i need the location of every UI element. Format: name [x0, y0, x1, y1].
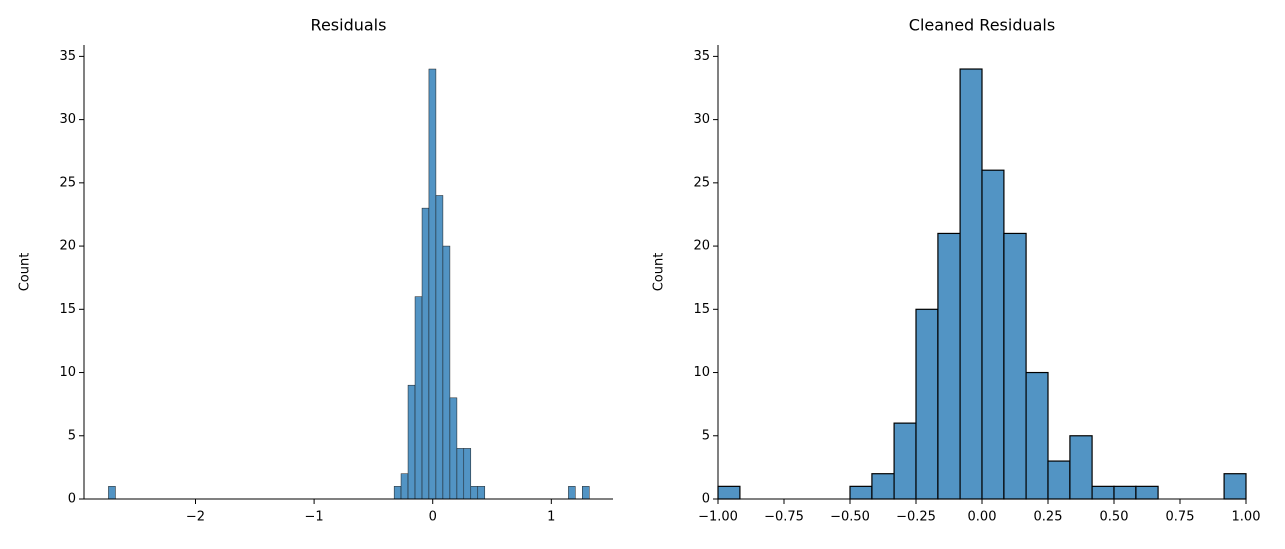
x-tick-label: 1 [547, 510, 555, 525]
bar [407, 384, 416, 500]
bar [428, 68, 437, 500]
y-tick-label: 0 [68, 492, 76, 507]
x-tick-label: −2 [186, 510, 205, 525]
y-tick-label: 35 [59, 49, 76, 64]
x-tick-label: 0.50 [1100, 510, 1129, 525]
bar [442, 245, 451, 500]
chart-title: Cleaned Residuals [909, 16, 1055, 35]
chart-title: Residuals [311, 16, 387, 35]
y-axis-label: Count [18, 253, 33, 292]
bar [1113, 485, 1137, 500]
x-tick-label: 0.75 [1166, 510, 1195, 525]
bar [1069, 435, 1093, 500]
bar [477, 486, 486, 500]
bar [108, 486, 116, 500]
y-tick-label: 0 [702, 492, 710, 507]
bar [893, 422, 917, 500]
x-tick-label: −1 [305, 510, 324, 525]
y-tick-label: 35 [693, 49, 710, 64]
bar [915, 308, 939, 500]
bar [937, 232, 961, 500]
y-tick-label: 30 [59, 112, 76, 127]
y-tick-label: 10 [693, 365, 710, 380]
x-tick-label: −0.25 [896, 510, 936, 525]
y-tick-label: 25 [693, 175, 710, 190]
y-tick-label: 15 [693, 302, 710, 317]
y-tick-label: 5 [702, 428, 710, 443]
bar [463, 448, 472, 500]
y-tick-label: 25 [59, 175, 76, 190]
y-tick-label: 10 [59, 365, 76, 380]
x-tick-label: 0 [429, 510, 437, 525]
y-axis-label: Count [652, 253, 667, 292]
y-tick-label: 30 [693, 112, 710, 127]
bar [959, 68, 983, 500]
x-tick-label: 0.00 [968, 510, 997, 525]
bar [1047, 460, 1071, 500]
bar [582, 486, 590, 500]
bar [1025, 371, 1049, 500]
bar [435, 195, 444, 500]
x-tick-label: −1.00 [698, 510, 738, 525]
x-tick-label: −0.50 [830, 510, 870, 525]
bar [421, 207, 430, 500]
x-tick-label: 1.00 [1232, 510, 1261, 525]
bar [849, 485, 873, 500]
bar [981, 169, 1005, 500]
bar [414, 296, 423, 500]
y-tick-label: 20 [59, 239, 76, 254]
bar [1135, 485, 1159, 500]
x-tick-label: −0.75 [764, 510, 804, 525]
x-tick-label: 0.25 [1034, 510, 1063, 525]
bar [568, 486, 576, 500]
y-tick-label: 5 [68, 428, 76, 443]
bar [400, 473, 409, 500]
bar [871, 473, 895, 500]
bar [456, 448, 465, 500]
bar [1091, 485, 1115, 500]
bar [470, 486, 479, 500]
bar [717, 485, 741, 500]
bar [393, 486, 402, 500]
bar [449, 397, 458, 500]
bar [1223, 473, 1247, 500]
y-tick-label: 20 [693, 239, 710, 254]
bar [1003, 232, 1027, 500]
y-tick-label: 15 [59, 302, 76, 317]
